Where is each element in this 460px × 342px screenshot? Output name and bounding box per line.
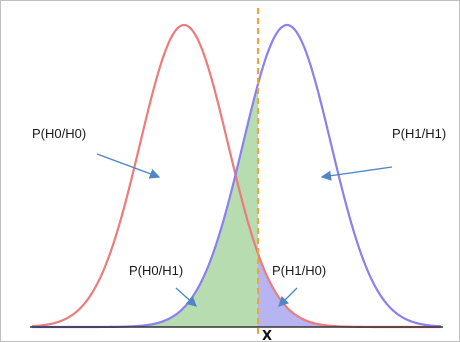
- arrow-p-h1-h1: [320, 166, 393, 181]
- arrow-p-h1-h0: [278, 287, 298, 307]
- label-p-h1-h1: P(H1/H1): [392, 126, 446, 141]
- type-i-error-region: [258, 253, 441, 327]
- arrow-p-h0-h1: [175, 287, 197, 307]
- arrow-p-h0-h0: [96, 153, 161, 179]
- type-ii-error-region: [32, 83, 258, 328]
- label-p-h1-h0: P(H1/H0): [272, 263, 326, 278]
- threshold-label: X: [262, 329, 272, 342]
- label-p-h0-h0: P(H0/H0): [32, 126, 86, 141]
- label-p-h0-h1: P(H0/H1): [129, 263, 183, 278]
